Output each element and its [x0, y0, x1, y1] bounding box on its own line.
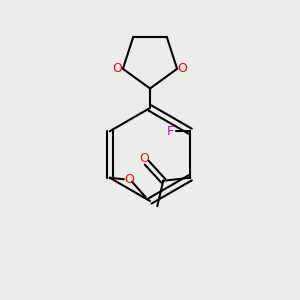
Text: O: O: [112, 62, 122, 75]
Text: O: O: [178, 62, 188, 75]
Text: O: O: [139, 152, 149, 165]
Text: F: F: [167, 125, 174, 138]
Text: O: O: [124, 173, 134, 186]
